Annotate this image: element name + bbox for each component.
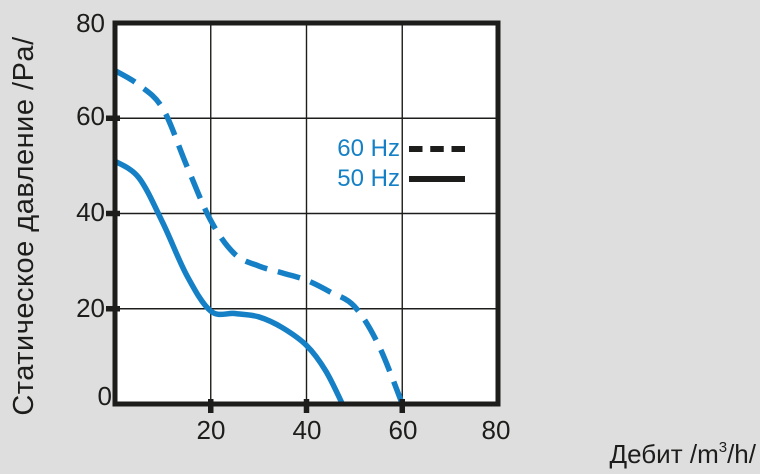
legend-item-50hz: 50 Hz <box>326 164 466 194</box>
x-tick-label-60: 60 <box>388 415 418 445</box>
dashed-line-sample-icon <box>409 146 465 152</box>
curve-50-hz <box>113 158 345 406</box>
x-axis-title-superscript: 3 <box>718 439 728 457</box>
y-tick-label-20: 20 <box>76 293 105 323</box>
y-tick-label-0: 0 <box>97 381 112 411</box>
curve-60-hz <box>113 68 405 406</box>
y-tick-label-40: 40 <box>76 197 105 227</box>
x-tick-label-40: 40 <box>292 415 322 445</box>
x-axis-title-suffix: /h/ <box>727 439 756 469</box>
legend-item-60hz: 60 Hz <box>326 134 466 164</box>
y-tick-label-80: 80 <box>76 8 105 38</box>
x-axis-title: Дебит /m3/h/ <box>610 440 756 468</box>
x-axis-title-prefix: Дебит /m <box>609 439 719 469</box>
chart-legend: 60 Hz 50 Hz <box>326 134 466 194</box>
y-tick-label-60: 60 <box>76 101 105 131</box>
solid-line-sample-icon <box>409 176 465 182</box>
legend-label-50hz: 50 Hz <box>337 165 400 192</box>
x-tick-label-20: 20 <box>196 415 226 445</box>
legend-label-60hz: 60 Hz <box>337 135 400 162</box>
x-tick-label-80: 80 <box>481 415 511 445</box>
